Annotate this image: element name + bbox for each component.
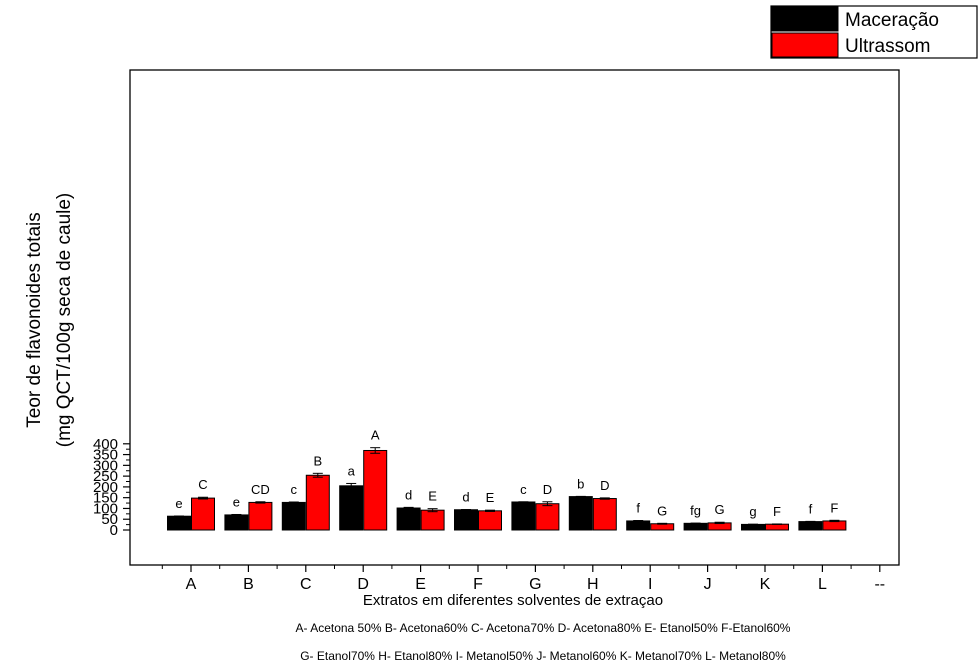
bar-ultrassom: [420, 509, 445, 531]
significance-letter: B: [313, 453, 322, 468]
significance-letter: CD: [251, 482, 270, 497]
bar-maceracao: [511, 501, 536, 531]
significance-letter: C: [198, 477, 207, 492]
legend-label: Maceração: [845, 10, 939, 31]
bar-ultrassom: [822, 520, 847, 531]
y-tick-label: 350: [93, 447, 118, 464]
significance-letter: F: [830, 500, 838, 515]
legend-swatch: [771, 32, 839, 58]
x-axis-label: Extratos em diferentes solventes de extr…: [363, 592, 663, 609]
significance-letter: f: [636, 501, 640, 516]
x-tick-label: E: [415, 576, 426, 593]
significance-letter: c: [291, 482, 298, 497]
bar-ultrassom: [191, 497, 215, 531]
bar-maceracao: [454, 509, 478, 531]
y-tick-label: 150: [93, 490, 118, 507]
x-tick-label: G: [529, 576, 541, 593]
y-axis-label-line1: Teor de flavonoides totais: [24, 212, 45, 427]
x-tick-label: K: [760, 576, 771, 593]
legend-label: Ultrassom: [845, 36, 931, 57]
x-axis: A B C D E F G H I J K L --: [161, 565, 885, 593]
bar-series: [167, 447, 847, 531]
bar-maceracao: [798, 521, 823, 531]
bar-maceracao: [167, 515, 191, 531]
significance-letter: G: [657, 503, 667, 518]
significance-letter: G: [715, 502, 725, 517]
x-tick-label: C: [300, 576, 312, 593]
significance-letter: a: [348, 463, 356, 478]
x-tick-label: I: [648, 576, 652, 593]
significance-letters: e e c a d d c b f fg g f C CD B A E E D D G G F F: [175, 428, 838, 520]
bar-maceracao: [224, 514, 249, 531]
y-tick-label: 0: [110, 522, 118, 539]
bar-ultrassom: [363, 449, 388, 531]
significance-letter: E: [428, 489, 437, 504]
bar-ultrassom: [535, 503, 560, 531]
x-tick-label: H: [587, 576, 599, 593]
significance-letter: F: [773, 504, 781, 519]
legend: Maceração Ultrassom: [770, 5, 978, 59]
bar-ultrassom: [650, 523, 675, 531]
significance-letter: E: [486, 490, 495, 505]
bar-ultrassom: [765, 523, 789, 531]
footnote-line2: G- Etanol70% H- Etanol80% I- Metanol50% …: [300, 649, 786, 663]
bar-maceracao: [626, 520, 651, 531]
bar-maceracao: [568, 496, 593, 531]
significance-letter: D: [600, 478, 609, 493]
plot-area: [129, 69, 900, 566]
significance-letter: D: [543, 482, 552, 497]
y-tick-label: 100: [93, 500, 118, 517]
y-tick-label: 50: [101, 511, 118, 528]
x-tick-label-extra: --: [874, 576, 885, 593]
significance-letter: b: [577, 476, 584, 491]
plot-frame: [129, 69, 900, 566]
significance-letter: d: [405, 487, 412, 502]
y-tick-label: 300: [93, 457, 118, 474]
bar-ultrassom: [248, 501, 273, 531]
x-tick-label: L: [818, 576, 827, 593]
bar-maceracao: [396, 507, 421, 531]
significance-letter: d: [462, 490, 469, 505]
x-tick-label: B: [243, 576, 254, 593]
bar-maceracao: [683, 522, 708, 531]
bar-maceracao: [339, 485, 364, 531]
x-tick-label: A: [186, 576, 197, 593]
legend-swatch: [771, 6, 839, 32]
significance-letter: c: [520, 482, 527, 497]
x-tick-label: F: [473, 576, 483, 593]
y-axis-label-line2: (mg QCT/100g seca de caule): [54, 193, 75, 448]
bar-ultrassom: [478, 510, 502, 531]
footnote-line1: A- Acetona 50% B- Acetona60% C- Acetona7…: [296, 621, 791, 635]
significance-letter: e: [233, 494, 240, 509]
significance-letter: fg: [690, 503, 701, 518]
significance-letter: e: [175, 496, 182, 511]
significance-letter: A: [371, 428, 380, 443]
bar-ultrassom: [305, 474, 330, 531]
significance-letter: f: [809, 501, 813, 516]
y-tick-label: 200: [93, 479, 118, 496]
x-tick-label: D: [357, 576, 369, 593]
bar-ultrassom: [592, 498, 617, 531]
significance-letter: g: [749, 504, 756, 519]
x-tick-label: J: [704, 576, 712, 593]
y-tick-label: 400: [93, 436, 118, 453]
bar-maceracao: [281, 501, 306, 531]
bar-maceracao: [741, 523, 765, 531]
y-tick-label: 250: [93, 468, 118, 485]
